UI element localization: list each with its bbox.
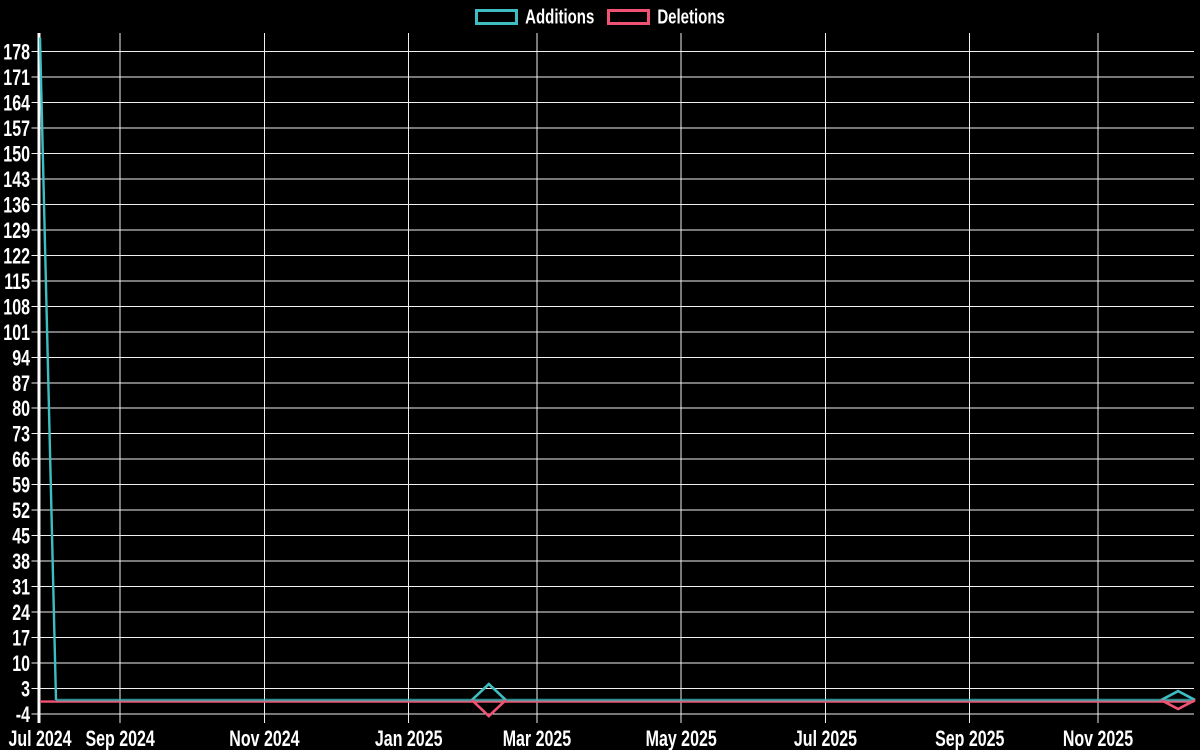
y-tick-label: 136 xyxy=(3,193,30,218)
additions-line-spike xyxy=(38,37,58,701)
y-tick-label: 52 xyxy=(12,499,30,524)
y-tick-label: 178 xyxy=(3,40,30,65)
y-tick-label: 3 xyxy=(21,677,30,702)
y-tick-label: 80 xyxy=(12,397,30,422)
x-tick-label: Jul 2025 xyxy=(794,726,857,750)
legend-item-deletions[interactable]: Deletions xyxy=(607,5,725,29)
y-tick-label: 31 xyxy=(12,575,30,600)
y-gridlines xyxy=(31,51,1195,715)
y-tick-label: 17 xyxy=(12,626,30,651)
x-tick-label: Sep 2025 xyxy=(935,726,1004,750)
y-tick-label: 115 xyxy=(4,269,30,294)
y-tick-label: 129 xyxy=(3,218,30,243)
additions-legend-label: Additions xyxy=(525,5,595,29)
marker-deletions-half xyxy=(1160,698,1196,711)
chart-legend: Additions Deletions xyxy=(0,5,1200,29)
y-tick-label: 101 xyxy=(3,320,30,345)
x-tick-label: Nov 2024 xyxy=(229,726,299,750)
y-tick-label: 38 xyxy=(12,550,30,575)
x-gridlines xyxy=(39,33,1099,723)
y-tick-label: 45 xyxy=(12,524,30,549)
data-point-marker[interactable] xyxy=(470,682,507,718)
marker-additions-half xyxy=(1160,689,1196,702)
data-point-marker[interactable] xyxy=(1160,689,1196,711)
y-tick-labels: -431017243138455259667380879410110811512… xyxy=(3,40,30,728)
legend-item-additions[interactable]: Additions xyxy=(475,5,595,29)
x-tick-label: Sep 2024 xyxy=(85,726,154,750)
deletions-legend-label: Deletions xyxy=(657,5,725,29)
x-tick-label: May 2025 xyxy=(646,726,717,750)
y-tick-label: 157 xyxy=(3,116,30,141)
y-tick-label: 66 xyxy=(12,448,30,473)
y-tick-label: 73 xyxy=(12,422,30,447)
y-tick-label: 164 xyxy=(3,91,30,116)
y-tick-label: 59 xyxy=(12,473,30,498)
y-tick-label: 171 xyxy=(3,65,30,90)
x-tick-label: Jan 2025 xyxy=(375,726,443,750)
y-tick-label: 122 xyxy=(3,244,30,269)
y-tick-label: 24 xyxy=(12,601,30,626)
x-tick-label: Nov 2025 xyxy=(1063,726,1133,750)
y-tick-label: 150 xyxy=(3,142,30,167)
marker-additions-half xyxy=(470,682,507,701)
x-tick-label: Mar 2025 xyxy=(503,726,572,750)
x-tick-label: Jul 2024 xyxy=(8,726,71,750)
x-tick-labels: Jul 2024 Sep 2024 Nov 2024 Jan 2025 Mar 2025… xyxy=(8,726,1133,750)
deletions-legend-swatch-icon xyxy=(607,9,651,25)
y-tick-label: -4 xyxy=(16,702,30,727)
y-tick-label: 10 xyxy=(12,651,30,676)
additions-legend-swatch-icon xyxy=(475,9,519,25)
marker-deletions-half xyxy=(470,699,507,718)
y-tick-label: 87 xyxy=(12,371,30,396)
y-tick-label: 94 xyxy=(12,346,30,371)
y-tick-label: 108 xyxy=(3,295,30,320)
y-tick-label: 143 xyxy=(3,167,30,192)
